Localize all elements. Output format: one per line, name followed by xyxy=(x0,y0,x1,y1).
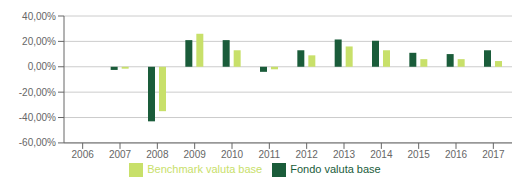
svg-text:20,00%: 20,00% xyxy=(22,36,56,47)
svg-text:-20,00%: -20,00% xyxy=(19,87,56,98)
html-text:Benchmark valuta base: Benchmark valuta base xyxy=(147,162,263,175)
svg-text:-40,00%: -40,00% xyxy=(19,112,56,123)
svg-text:2006: 2006 xyxy=(72,149,95,160)
svg-text:2007: 2007 xyxy=(109,149,132,160)
svg-text:2017: 2017 xyxy=(482,149,505,160)
svg-text:2008: 2008 xyxy=(146,149,169,160)
svg-text:2010: 2010 xyxy=(221,149,244,160)
svg-text:2011: 2011 xyxy=(259,149,281,160)
svg-text:2009: 2009 xyxy=(184,149,207,160)
html-text:Fondo valuta base: Fondo valuta base xyxy=(290,162,381,175)
svg-text:2016: 2016 xyxy=(445,149,468,160)
svg-text:0,00%: 0,00% xyxy=(28,61,56,72)
svg-text:2012: 2012 xyxy=(296,149,319,160)
svg-text:40,00%: 40,00% xyxy=(22,11,56,22)
svg-text:2014: 2014 xyxy=(370,149,393,160)
svg-text:2013: 2013 xyxy=(333,149,356,160)
svg-text:2015: 2015 xyxy=(408,149,431,160)
svg-text:-60,00%: -60,00% xyxy=(19,137,56,148)
